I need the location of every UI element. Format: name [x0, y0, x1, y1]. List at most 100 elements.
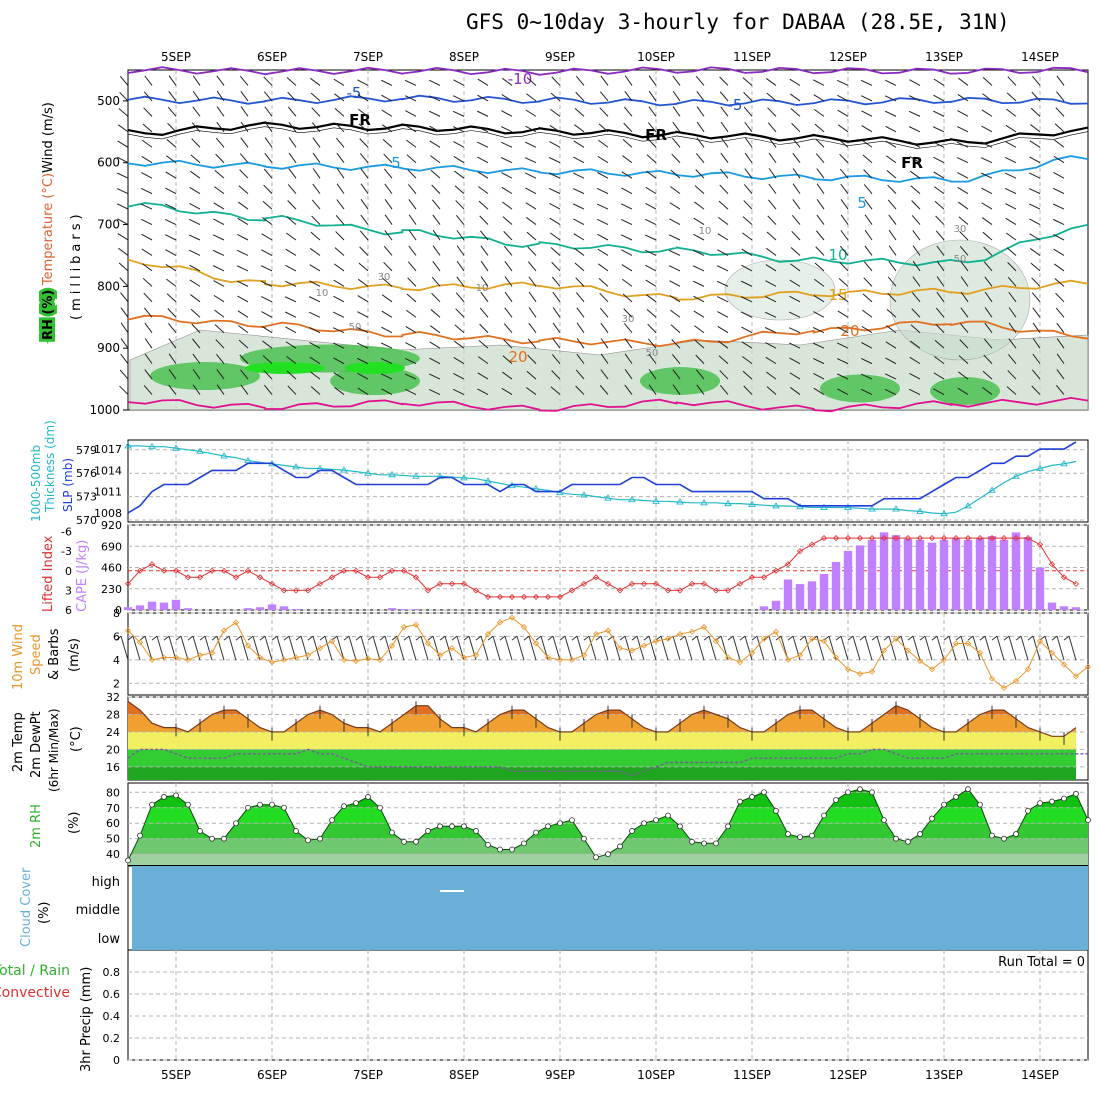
cape-bar: [1023, 537, 1033, 610]
date-label-top: 7SEP: [353, 50, 383, 64]
wind-barb: [789, 93, 801, 102]
wind-barb: [119, 385, 129, 395]
wind-barb: [428, 110, 441, 117]
li-point: [964, 535, 972, 542]
wind-barb: [813, 387, 825, 395]
li-point: [472, 587, 480, 594]
wind-barb: [588, 636, 597, 661]
wind-barb: [216, 90, 225, 102]
wind-barb: [596, 187, 609, 195]
wind-barb: [404, 79, 417, 86]
wind-barb: [175, 635, 182, 641]
wind-barb: [359, 230, 369, 241]
wind-barb: [838, 294, 849, 303]
rh-point: [125, 857, 131, 864]
wind-barb: [679, 635, 686, 641]
wind-barb: [308, 311, 321, 318]
wind-barb: [622, 138, 633, 148]
wind-barb: [720, 137, 729, 148]
wind-barb: [551, 76, 561, 86]
wind-barb: [860, 357, 873, 365]
wind-barb: [935, 230, 945, 241]
cape-bar: [411, 609, 421, 610]
date-label-top: 6SEP: [257, 50, 287, 64]
wind-barb: [528, 276, 537, 287]
wind-barb: [360, 199, 369, 210]
wind-barb: [765, 78, 777, 86]
wind-barb: [957, 387, 969, 395]
thickness-point: [148, 442, 156, 450]
wind-barb: [1053, 248, 1065, 256]
li-point: [616, 587, 624, 594]
wind-barb: [670, 186, 681, 195]
wind-barb: [336, 183, 345, 194]
wind-barb: [813, 372, 825, 380]
wind-barb: [883, 635, 890, 641]
wind-barb: [428, 95, 441, 102]
wind-barb: [887, 292, 897, 303]
wind-barb: [859, 635, 866, 641]
wind-barb: [115, 635, 122, 641]
wind-barb: [333, 295, 345, 303]
wind-barb: [165, 264, 177, 272]
wind-barb: [1056, 338, 1065, 349]
rh-point: [929, 815, 935, 822]
wind-barb: [766, 247, 777, 256]
wind-barb: [575, 369, 585, 380]
wind-barb: [357, 278, 369, 287]
wind-barb: [120, 353, 129, 364]
wind-barb: [166, 139, 177, 148]
wind-barb: [959, 339, 969, 349]
wind-barb: [525, 202, 537, 210]
wind-barb: [1053, 187, 1065, 195]
rh-point: [245, 804, 251, 811]
wind-barb: [957, 186, 969, 195]
wind-barb: [1015, 635, 1022, 641]
wind-barb: [1056, 91, 1065, 102]
wind-barb: [885, 155, 897, 164]
isotherm-line: [127, 94, 1089, 107]
wind-barb: [117, 124, 129, 133]
wind-barb: [982, 370, 993, 380]
li-point: [868, 535, 876, 542]
wind-barb: [885, 341, 897, 349]
wind-speed-point: [424, 640, 432, 647]
wind-barb: [981, 202, 993, 210]
wind-barb: [597, 248, 609, 256]
wind-barb: [959, 245, 969, 256]
wind-barb: [240, 137, 249, 148]
wind-barb: [453, 79, 465, 86]
wind-barb: [1032, 353, 1041, 364]
wind-barb: [165, 187, 177, 195]
cape-bar: [1011, 532, 1021, 610]
wind-speed-point: [916, 657, 924, 665]
wind-barb: [600, 353, 609, 364]
wind-barb: [885, 125, 897, 133]
wind-barb: [647, 122, 657, 133]
rh-point: [485, 841, 491, 848]
wind-barb: [766, 231, 777, 241]
wind-barb: [132, 636, 141, 661]
wind-barb: [216, 369, 225, 380]
wind-barb: [237, 201, 249, 210]
wind-barb: [983, 246, 993, 256]
rh-point: [605, 851, 611, 858]
wind-barb: [527, 246, 537, 256]
li-point: [592, 574, 600, 581]
isotherm-label: FR: [901, 154, 923, 172]
rh-point: [797, 834, 803, 841]
wind-barb: [120, 292, 129, 303]
wind-barb: [333, 279, 345, 287]
li-point: [928, 535, 936, 542]
wind-barb: [356, 342, 369, 349]
wind-barb: [120, 338, 129, 349]
wind-speed-point: [652, 638, 660, 645]
wind-barb: [621, 249, 633, 256]
wind-barb: [837, 388, 849, 395]
wind-barb: [934, 356, 945, 365]
wind-barb: [552, 636, 561, 661]
wind-barb: [334, 247, 345, 256]
wind-speed-point: [472, 652, 480, 659]
wind-barb: [212, 234, 225, 241]
wind-barb: [549, 217, 561, 225]
